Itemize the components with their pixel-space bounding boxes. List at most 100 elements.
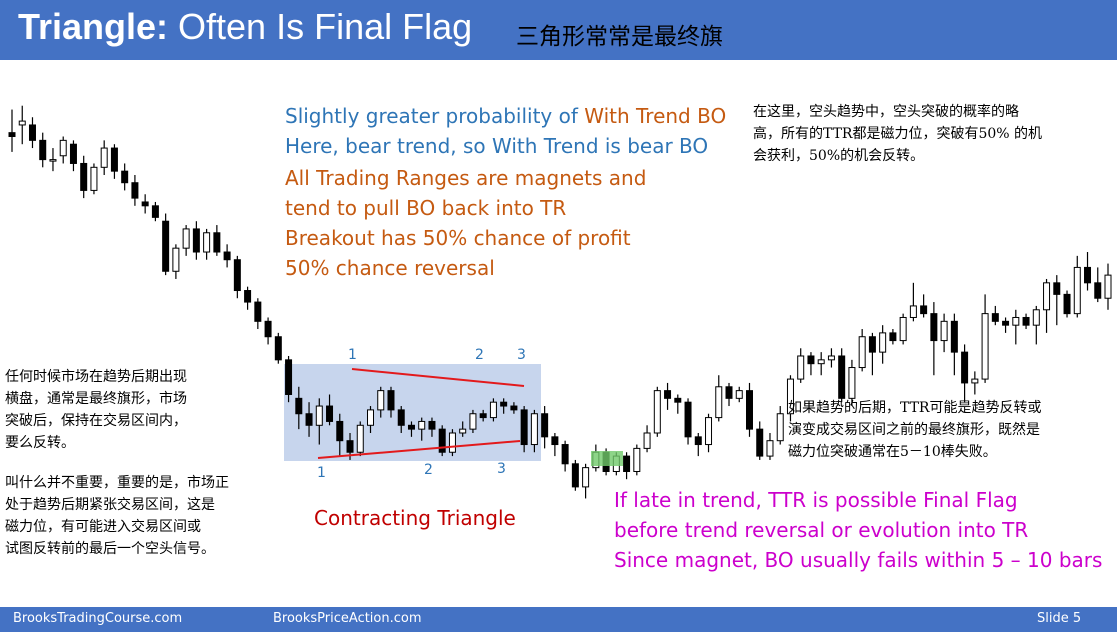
candlestick-body [18,120,26,126]
candlestick-bar [725,382,733,407]
candlestick-body [233,259,241,292]
candlestick-body [1022,316,1030,326]
candlestick-body [151,205,159,218]
candlestick-bar [930,302,938,376]
candlestick-bar [541,406,549,449]
with-trend-line-1: Slightly greater probability of With Tre… [285,101,726,131]
triangle-label-top-3: 3 [517,347,526,363]
candlestick-bar [448,429,456,457]
candlestick-body [623,455,631,472]
candlestick-bar [561,440,569,472]
candlestick-body [172,247,180,272]
candlestick-bar [69,140,77,172]
candlestick-body [500,401,508,407]
candlestick-bar [438,425,446,457]
candlestick-bar [827,348,835,368]
candlestick-body [182,228,190,249]
candlestick-body [274,336,282,361]
candlestick-bar [407,421,415,437]
candlestick-bar [121,163,129,191]
candlestick-bar [295,386,303,430]
candlestick-body [397,409,405,426]
candlestick-bar [664,382,672,410]
candlestick-bar [254,298,262,330]
zh-right-line-1: 如果趋势的后期，TTR可能是趋势反转或 [788,400,1042,416]
candlestick-bar [1084,252,1092,291]
triangle-label-bottom-1: 1 [317,465,326,481]
candlestick-body [264,320,272,338]
candlestick-bar [1032,305,1040,345]
candlestick-body [725,386,733,399]
candlestick-body [715,386,723,419]
candlestick-bar [868,332,876,376]
candlestick-bar [285,355,293,403]
candlestick-bar [90,163,98,195]
candlestick-body [664,390,672,399]
candlestick-body [489,401,497,419]
candlestick-bar [705,413,713,453]
candlestick-bar [18,105,26,145]
zh-top-right-line-1: 在这里，空头趋势中，空头突破的概率的略 [753,104,1019,120]
candlestick-bar [1012,309,1020,345]
candlestick-bar [879,325,887,364]
final-flag-line-3: Since magnet, BO usually fails within 5 … [614,548,1103,572]
zh-right-line-3: 磁力位突破通常在5－10棒失败。 [788,444,997,460]
candlestick-body [39,139,47,161]
candlestick-bar [582,463,590,499]
candlestick-body [705,417,713,446]
candlestick-body [49,159,57,162]
candlestick-bar [500,398,508,414]
candlestick-body [510,405,518,411]
candlestick-body [561,444,569,465]
candlestick-body [367,409,375,426]
candlestick-body [940,320,948,342]
footer-link-price-action[interactable]: BrooksPriceAction.com [273,611,422,626]
candlestick-body [786,378,794,415]
footer-link-trading-course[interactable]: BrooksTradingCourse.com [13,611,183,626]
magnet-line-4: 50% chance reversal [285,256,495,280]
candlestick-bar [530,409,538,453]
candlestick-bar [981,294,989,383]
candlestick-bar [889,329,897,345]
final-flag-line-1: If late in trend, TTR is possible Final … [614,488,1018,512]
zh-note-right: 如果趋势的后期，TTR可能是趋势反转或 演变成交易区间之前的最终旗形，既然是 磁… [788,397,1041,463]
candlestick-bar [653,386,661,437]
magnet-line-3: Breakout has 50% chance of profit [285,226,631,250]
zh-note-left-1: 任何时候市场在趋势后期出现 横盘，通常是最终旗形，市场 突破后，保持在交易区间内… [5,366,187,454]
candlestick-bar [479,409,487,422]
candlestick-body [80,162,88,191]
candlestick-body [827,355,835,361]
candlestick-bar [786,375,794,422]
candlestick-body [653,390,661,434]
magnet-line-2: tend to pull BO back into TR [285,196,567,220]
candlestick-bar [971,371,979,395]
zh-left-1-line-4: 要么反转。 [5,435,75,451]
candlestick-body [858,336,866,369]
candlestick-body [756,428,764,457]
candlestick-bar [571,459,579,491]
candlestick-bar [182,225,190,256]
candlestick-body [213,232,221,253]
slide-number: Slide 5 [1037,611,1082,626]
candlestick-body [428,420,436,430]
candlestick-body [766,440,774,457]
candlestick-body [633,447,641,472]
candlestick-bar [1094,267,1102,303]
candlestick-bar [223,244,231,268]
candlestick-bar [520,406,528,453]
zh-right-line-2: 演变成交易区间之前的最终旗形，既然是 [788,422,1040,438]
candlestick-bar [745,382,753,437]
zh-left-2-line-3: 磁力位，有可能进入交易区间或 [5,519,201,535]
candlestick-body [530,413,538,446]
candlestick-body [69,143,77,164]
candlestick-bar [387,386,395,418]
candlestick-body [110,147,118,172]
candlestick-body [541,413,549,438]
candlestick-bar [356,421,364,457]
candlestick-body [244,290,252,303]
candlestick-bar [162,213,170,276]
candlestick-bar [80,155,88,199]
candlestick-body [838,355,846,399]
candlestick-body [848,367,856,399]
